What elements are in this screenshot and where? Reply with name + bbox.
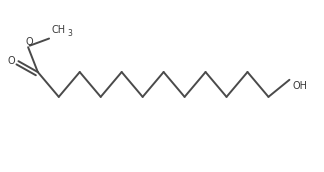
Text: 3: 3: [67, 29, 72, 38]
Text: CH: CH: [52, 25, 66, 35]
Text: OH: OH: [293, 81, 308, 91]
Text: O: O: [7, 56, 15, 66]
Text: O: O: [25, 37, 33, 47]
